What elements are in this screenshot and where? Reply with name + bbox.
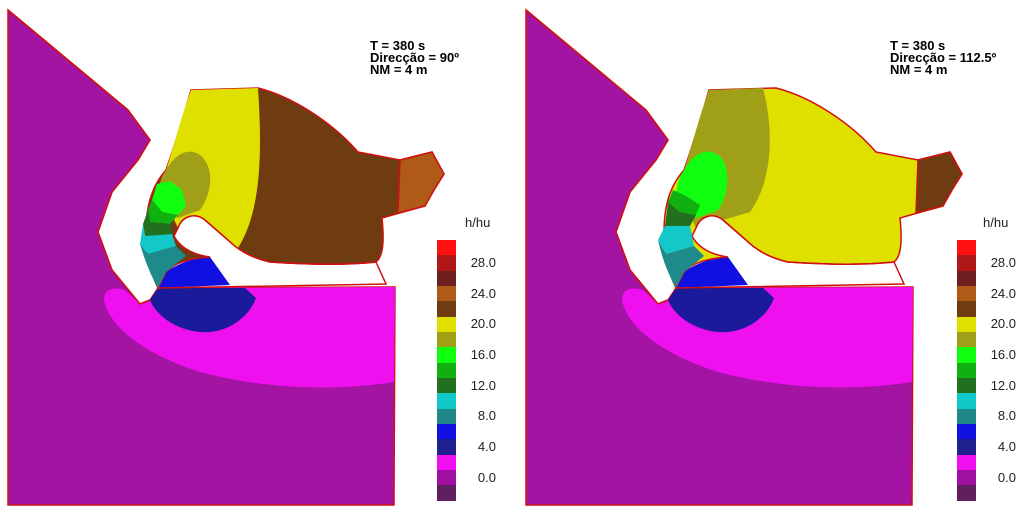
dark-green-zone — [143, 210, 172, 236]
legend-tick-label: 0.0 — [477, 469, 496, 485]
legend-title: h/hu — [465, 215, 491, 230]
breakwater-outline — [525, 9, 669, 305]
legend-swatch — [957, 469, 976, 486]
legend-swatch — [437, 423, 456, 440]
legend-swatch — [957, 285, 976, 302]
legend-swatch — [437, 469, 456, 486]
legend-swatch — [957, 377, 976, 394]
blue-region — [158, 256, 230, 288]
direction-label: Direcção = 112.5º — [890, 50, 997, 65]
legend-swatch — [957, 485, 976, 501]
legend-swatch — [957, 362, 976, 378]
breakwater-arm — [675, 215, 906, 289]
legend-tick-label: 16.0 — [990, 346, 1016, 362]
legend-tick-label: 8.0 — [477, 408, 496, 424]
legend-tick-label: 12.0 — [990, 377, 1016, 393]
bright-green-zone — [152, 181, 186, 215]
legend-swatch — [957, 331, 976, 348]
direction-label: Direcção = 90º — [370, 50, 459, 65]
time-label: T = 380 s — [370, 38, 426, 53]
legend-tick-label: 28.0 — [990, 254, 1016, 270]
blue-region — [676, 256, 748, 288]
legend-swatch — [437, 347, 456, 363]
legend-tick-label: 24.0 — [470, 285, 496, 301]
legend-swatch — [957, 439, 976, 455]
teal-zone — [658, 240, 704, 288]
legend-swatch — [437, 240, 456, 256]
breakwater-arm — [157, 215, 388, 289]
legend-swatch — [437, 408, 456, 424]
legend-swatch — [957, 270, 976, 286]
legend-swatch — [437, 301, 456, 317]
legend-swatch — [957, 408, 976, 424]
legend-tick-label: 4.0 — [997, 438, 1016, 454]
wave-height-map — [7, 8, 445, 506]
legend-tick-label: 28.0 — [470, 254, 496, 270]
time-label: T = 380 s — [890, 38, 946, 53]
cyan-zone — [658, 226, 694, 254]
legend-swatch — [957, 316, 976, 332]
legend-swatch — [957, 454, 976, 470]
color-scale-bar — [957, 240, 976, 501]
legend-tick-label: 4.0 — [477, 438, 496, 454]
color-scale-bar — [437, 240, 456, 501]
green-zone — [148, 200, 178, 224]
panel-direction-112-5: T = 380 s Direcção = 112.5º NM = 4 m h/h… — [518, 0, 1035, 508]
legend-swatch — [437, 316, 456, 332]
dark-brown-zone — [915, 151, 963, 214]
navy-region — [150, 288, 256, 333]
legend-swatch — [437, 362, 456, 378]
simulation-info: T = 380 s Direcção = 90º NM = 4 m — [370, 38, 459, 77]
brown-zone — [397, 151, 445, 214]
legend-swatch — [957, 240, 976, 256]
teal-zone — [140, 244, 186, 288]
simulation-info: T = 380 s Direcção = 112.5º NM = 4 m — [890, 38, 997, 77]
legend-swatch — [957, 255, 976, 271]
legend-swatch — [437, 393, 456, 409]
breakwater-outline — [7, 9, 151, 305]
legend-title: h/hu — [983, 215, 1009, 230]
legend-swatch — [437, 454, 456, 470]
legend-swatch — [957, 393, 976, 409]
legend-swatch — [957, 423, 976, 440]
legend-tick-label: 20.0 — [470, 316, 496, 332]
navy-region — [668, 288, 774, 333]
legend-tick-label: 12.0 — [470, 377, 496, 393]
legend-tick-label: 16.0 — [470, 346, 496, 362]
legend-swatch — [437, 331, 456, 348]
cyan-zone — [140, 224, 176, 254]
legend-swatch — [437, 255, 456, 271]
legend-swatch — [437, 377, 456, 394]
legend-swatch — [437, 439, 456, 455]
legend-swatch — [437, 485, 456, 501]
legend-swatch — [957, 301, 976, 317]
wave-height-map — [525, 8, 963, 506]
dark-green-zone — [665, 202, 696, 226]
legend-swatch — [437, 270, 456, 286]
green-zone — [668, 190, 700, 215]
legend-tick-label: 8.0 — [997, 408, 1016, 424]
legend-tick-label: 24.0 — [990, 285, 1016, 301]
water-level-label: NM = 4 m — [890, 62, 948, 77]
legend-swatch — [437, 285, 456, 302]
legend-swatch — [957, 347, 976, 363]
legend-tick-label: 20.0 — [990, 316, 1016, 332]
panel-direction-90: T = 380 s Direcção = 90º NM = 4 m h/hu 2… — [0, 0, 517, 508]
legend-tick-label: 0.0 — [997, 469, 1016, 485]
water-level-label: NM = 4 m — [370, 62, 428, 77]
